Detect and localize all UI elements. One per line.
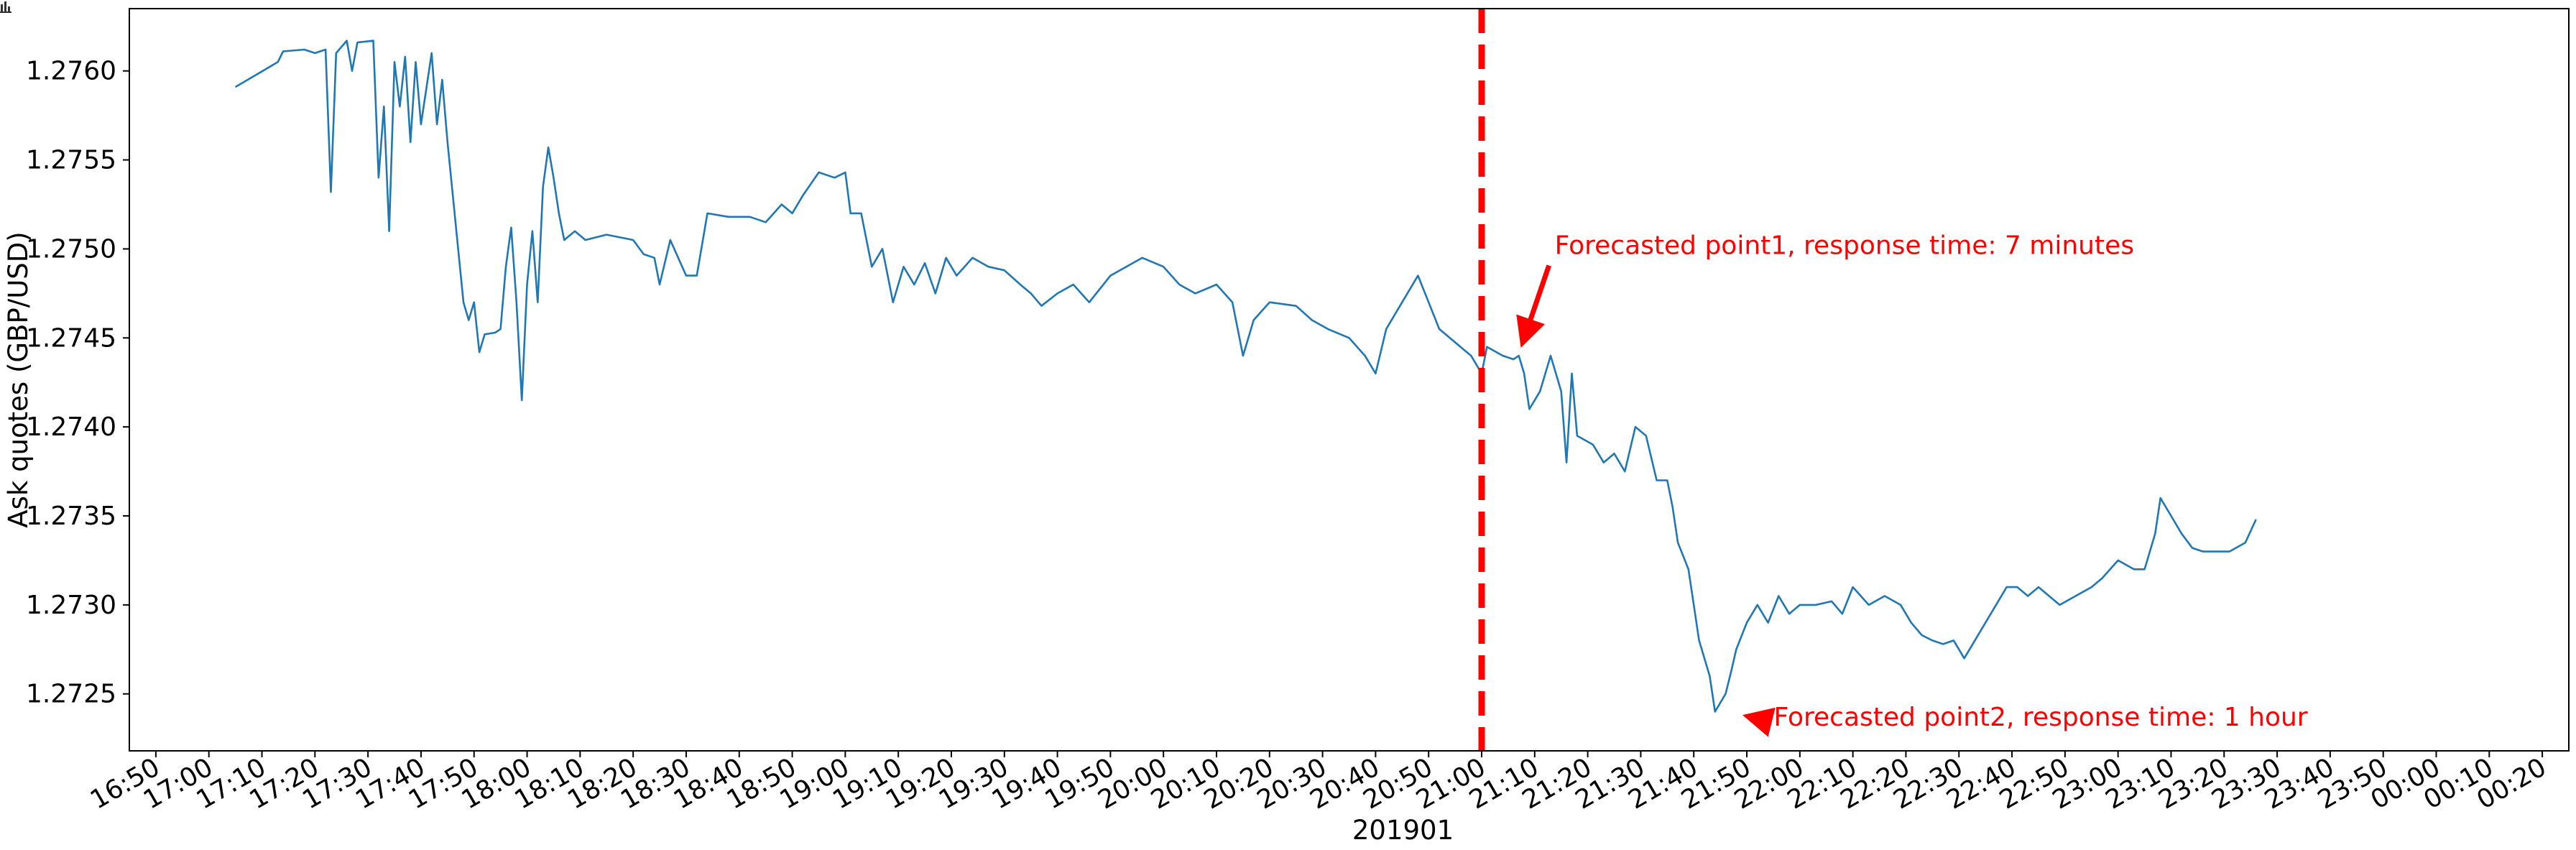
annotation-text: Forecasted point2, response time: 1 hour [1774,703,2308,732]
y-tick-label: 1.2755 [26,146,116,175]
y-tick-label: 1.2750 [26,234,116,264]
y-axis-label: Ask quotes (GBP/USD) [3,231,34,527]
annotation-arrow [1742,707,1776,737]
series-line-0 [234,40,2257,713]
annotations: Forecasted point1, response time: 7 minu… [1516,231,2308,737]
x-axis: 16:5017:0017:1017:2017:3017:4017:5018:00… [86,751,2552,816]
y-tick-label: 1.2740 [26,412,116,442]
y-tick-label: 1.2745 [26,323,116,353]
y-tick-label: 1.2760 [26,57,116,86]
y-tick-label: 1.2735 [26,502,116,531]
x-axis-label: 201901 [1352,815,1454,846]
y-tick-label: 1.2730 [26,591,116,620]
plot-area [234,9,2257,751]
y-axis: 1.2725 1.2730 1.2735 1.2740 1.2745 1.2750 1.27… [26,57,129,709]
annotation-text: Forecasted point1, response time: 7 minu… [1555,231,2134,260]
chart-toolbar-icon [0,1,11,13]
plot-frame [129,8,2570,752]
y-tick-label: 1.2725 [26,680,116,709]
annotation-arrow [1516,264,1551,348]
